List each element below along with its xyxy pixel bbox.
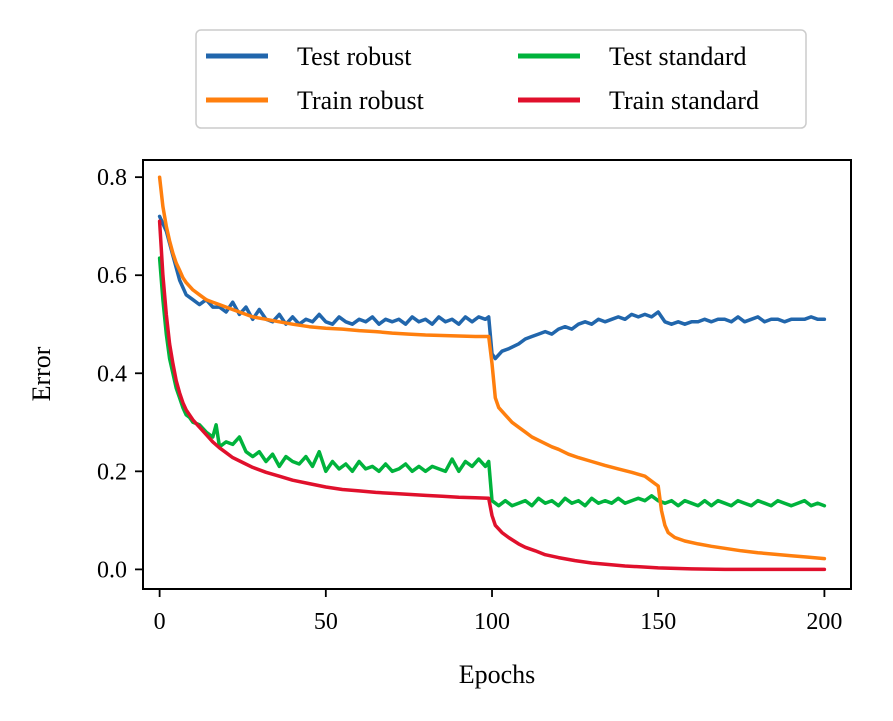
legend-entry-test-standard: Test standard xyxy=(518,42,747,71)
y-tick-label: 0.0 xyxy=(97,557,127,583)
x-tick-label: 150 xyxy=(640,609,676,635)
axes: 0 50 100 150 200 0.0 0.2 0.4 0.6 0.8 xyxy=(97,165,842,635)
series-layer xyxy=(157,175,827,572)
legend-label-test-standard: Test standard xyxy=(609,42,747,71)
y-axis-label: Error xyxy=(27,346,56,401)
y-tick-label: 0.8 xyxy=(97,165,127,191)
series-line-test-standard xyxy=(157,256,827,508)
series-line-test-robust xyxy=(157,214,827,361)
y-tick-label: 0.4 xyxy=(97,361,127,387)
x-tick-label: 200 xyxy=(806,609,842,635)
series-line-train-standard xyxy=(157,219,827,572)
y-tick-label: 0.2 xyxy=(97,459,127,485)
x-axis-label: Epochs xyxy=(459,660,536,689)
legend: Test robust Train robust Test standard T… xyxy=(195,29,807,129)
legend-entry-train-robust: Train robust xyxy=(206,86,425,115)
x-tick-label: 50 xyxy=(314,609,338,635)
series-line-train-robust xyxy=(157,175,827,561)
legend-label-train-robust: Train robust xyxy=(297,86,425,115)
legend-label-train-standard: Train standard xyxy=(609,86,759,115)
y-tick-label: 0.6 xyxy=(97,263,127,289)
legend-frame xyxy=(195,29,807,129)
legend-entry-test-robust: Test robust xyxy=(206,42,412,71)
plot-frame xyxy=(142,159,852,590)
x-tick-label: 100 xyxy=(474,609,510,635)
x-tick-label: 0 xyxy=(154,609,166,635)
legend-entry-train-standard: Train standard xyxy=(518,86,759,115)
legend-label-test-robust: Test robust xyxy=(297,42,412,71)
